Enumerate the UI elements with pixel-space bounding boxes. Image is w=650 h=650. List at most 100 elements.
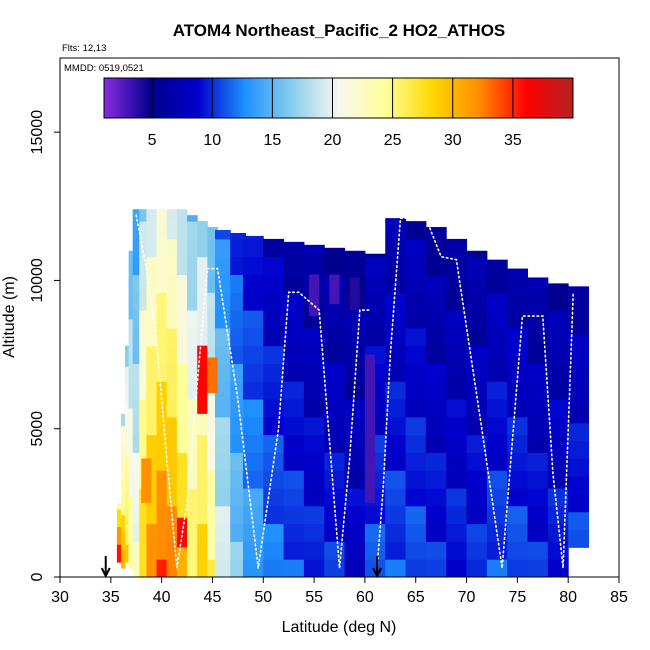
heatmap-cell xyxy=(425,505,447,525)
heatmap-cell xyxy=(166,274,178,293)
heatmap-cell xyxy=(166,434,178,453)
heatmap-cell xyxy=(176,209,188,222)
heatmap-hotspot xyxy=(349,277,360,311)
heatmap-cell xyxy=(125,348,130,367)
heatmap-cell xyxy=(187,310,198,329)
heatmap-cell xyxy=(507,452,529,471)
heatmap-cell xyxy=(425,363,447,382)
heatmap-cell xyxy=(132,256,141,275)
heatmap-cell xyxy=(527,434,549,453)
heatmap-cell xyxy=(324,434,346,453)
heatmap-cell xyxy=(242,238,264,258)
chart-title: ATOM4 Northeast_Pacific_2 HO2_ATHOS xyxy=(173,21,506,40)
heatmap-cell xyxy=(547,470,569,489)
heatmap-cell xyxy=(125,526,130,545)
heatmap-cell xyxy=(139,274,148,293)
heatmap-cell xyxy=(176,221,188,240)
colorbar-tick-label: 35 xyxy=(504,132,522,149)
heatmap-cell xyxy=(568,316,590,335)
x-tick-label: 65 xyxy=(407,589,425,606)
heatmap-cell xyxy=(385,416,407,436)
heatmap-cell xyxy=(166,345,178,364)
heatmap-cell xyxy=(156,238,168,258)
heatmap-cell xyxy=(120,532,126,551)
heatmap-cell xyxy=(116,526,122,545)
heatmap-cell xyxy=(385,221,407,240)
heatmap-cell xyxy=(139,381,148,400)
heatmap-cell xyxy=(125,402,130,421)
heatmap-cell xyxy=(507,381,529,400)
heatmap-cell xyxy=(120,550,126,569)
heatmap-cell xyxy=(176,470,188,489)
heatmap-cell xyxy=(425,559,447,577)
heatmap-cell xyxy=(166,238,178,258)
heatmap-cell xyxy=(230,470,246,489)
heatmap-cell xyxy=(187,345,198,364)
heatmap-cell xyxy=(128,443,135,462)
heatmap-cell xyxy=(486,310,508,329)
heatmap-cell xyxy=(283,345,305,364)
heatmap-cell xyxy=(486,434,508,453)
colorbar-ticks: 5 10 15 20 25 30 35 xyxy=(148,78,522,149)
heatmap-cell xyxy=(176,399,188,418)
heatmap-cell xyxy=(207,256,219,275)
heatmap-cell xyxy=(207,559,219,577)
heatmap-cell xyxy=(405,523,427,542)
heatmap-cell xyxy=(385,470,407,489)
heatmap-cell xyxy=(385,327,407,347)
heatmap-cell xyxy=(146,381,158,400)
heatmap-cell xyxy=(568,422,590,442)
heatmap-cell xyxy=(446,416,468,436)
heatmap-cell xyxy=(139,327,148,347)
heatmap-cell xyxy=(405,292,427,311)
heatmap-cell xyxy=(214,381,231,400)
heatmap-cell xyxy=(446,452,468,471)
heatmap-cell xyxy=(324,416,346,436)
heatmap-cell xyxy=(283,363,305,382)
heatmap-cell xyxy=(405,505,427,525)
heatmap-cell xyxy=(344,416,366,436)
heatmap-cell xyxy=(364,505,386,525)
heatmap-cell xyxy=(507,292,529,311)
heatmap-cell xyxy=(166,470,178,489)
heatmap-cell xyxy=(207,523,219,542)
heatmap-cell xyxy=(156,310,168,329)
heatmap-cell xyxy=(344,541,366,560)
heatmap-cell xyxy=(146,523,158,542)
heatmap-cell xyxy=(156,452,168,471)
heatmap-cell xyxy=(176,256,188,275)
heatmap-cell xyxy=(405,399,427,418)
heatmap-cell xyxy=(446,523,468,542)
heatmap-cell xyxy=(263,345,285,364)
heatmap-cell xyxy=(139,541,148,560)
heatmap-cell xyxy=(446,345,468,364)
heatmap-cell xyxy=(156,292,168,311)
heatmap-cell xyxy=(263,381,285,400)
heatmap-cell xyxy=(176,292,188,311)
y-tick-label: 15000 xyxy=(29,110,46,155)
heatmap-cell xyxy=(466,470,488,489)
heatmap-cell xyxy=(125,490,130,510)
heatmap-cell xyxy=(486,416,508,436)
heatmap-cell xyxy=(547,505,569,525)
heatmap-cell xyxy=(486,259,508,275)
heatmap-cell xyxy=(486,345,508,364)
heatmap-cell xyxy=(405,274,427,293)
heatmap-cell xyxy=(303,363,325,382)
heatmap-cell xyxy=(446,505,468,525)
heatmap-cell xyxy=(116,508,122,528)
heatmap-cell xyxy=(197,434,208,453)
heatmap-cell xyxy=(568,387,590,406)
heatmap-cell xyxy=(263,327,285,347)
heatmap-cell xyxy=(197,327,208,347)
heatmap-cell xyxy=(176,363,188,382)
heatmap-cell xyxy=(527,363,549,382)
heatmap-cell xyxy=(385,523,407,542)
heatmap-cell xyxy=(214,416,231,436)
heatmap-cell xyxy=(197,452,208,471)
heatmap-cell xyxy=(486,327,508,347)
heatmap-cell xyxy=(230,363,246,382)
heatmap-cell xyxy=(385,310,407,329)
heatmap-cell xyxy=(132,416,141,436)
heatmap-cell xyxy=(283,327,305,347)
